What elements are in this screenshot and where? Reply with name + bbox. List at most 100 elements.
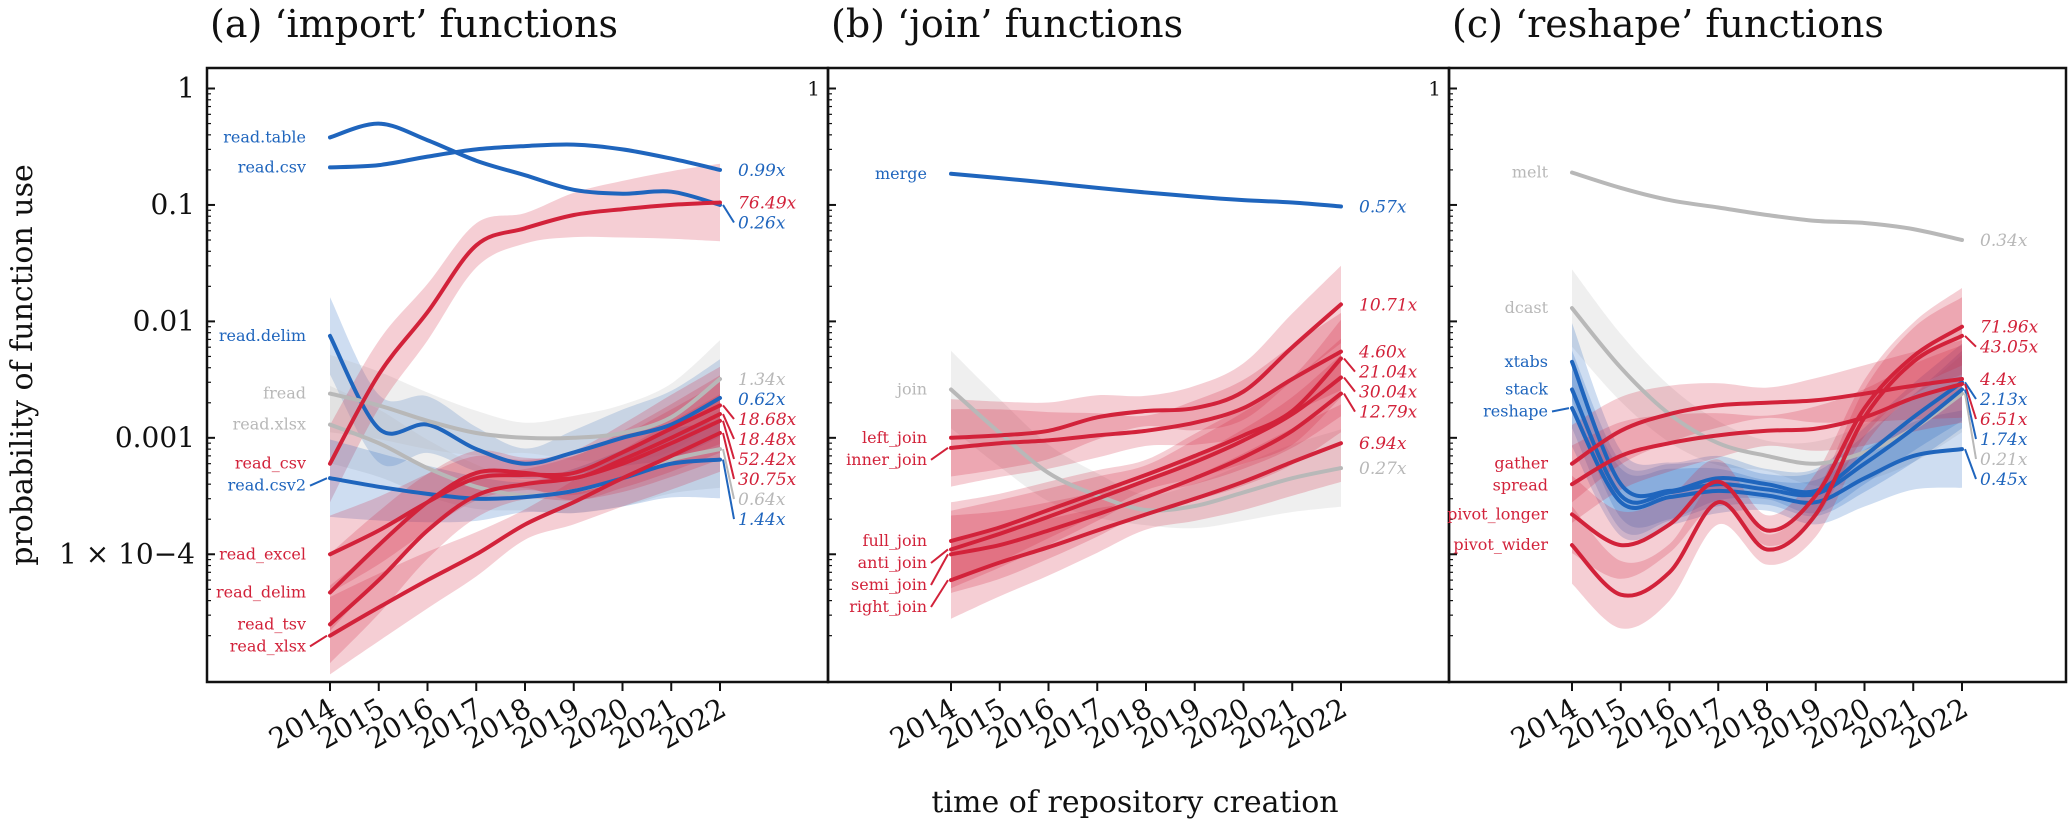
series-label-read-delim: read_delim <box>216 582 306 601</box>
series-line-right-join <box>949 441 1343 583</box>
multiplier-leader-line <box>1964 381 1977 400</box>
series-label-read-csv: read.csv <box>238 157 306 176</box>
y-tick-label: 0.001 <box>115 421 195 454</box>
confidence-band-anti-join <box>951 338 1341 589</box>
series-line-xtabs <box>1570 359 1964 499</box>
series-line-inner-join <box>949 349 1343 450</box>
label-leader-line <box>930 553 949 586</box>
label-leader-line <box>309 477 328 487</box>
multiplier-label-gather: 4.4x <box>1979 370 2017 390</box>
multiplier-label-melt: 0.34x <box>1980 231 2028 251</box>
series-label-xtabs: xtabs <box>1505 352 1548 371</box>
y-tick-label: 1 <box>1428 77 1441 101</box>
panel-import: (a) ‘import’ functions 1 0.1 0.01 0.001 1 × 1… <box>59 2 830 756</box>
multiplier-label-read-csv2: 1.44x <box>738 510 786 530</box>
multiplier-label-right-join: 6.94x <box>1359 434 1407 454</box>
y-tick-label: 1 <box>807 77 820 101</box>
confidence-band-dcast <box>1572 269 1962 487</box>
multiplier-leader-line <box>1964 389 1977 440</box>
series-line-read-csv <box>328 200 722 466</box>
series-label-reshape: reshape <box>1483 402 1548 421</box>
multiplier-leader-line <box>1964 448 1977 480</box>
series-line-gather <box>1570 377 1964 466</box>
series-line-read-delim <box>328 412 722 595</box>
multiplier-label-xtabs: 2.13x <box>1979 390 2028 410</box>
series-line-read-tsv <box>328 418 722 627</box>
multiplier-label-read-csv: 0.99x <box>738 161 786 181</box>
multiplier-label-read-table: 0.26x <box>738 213 786 233</box>
multiplier-label-reshape: 0.45x <box>1980 470 2028 490</box>
series-label-left-join: left_join <box>862 428 927 447</box>
series-line-left-join <box>949 302 1343 440</box>
series-line-read-csv2 <box>328 457 722 501</box>
multiplier-label-read-delim: 18.48x <box>738 430 797 450</box>
series-label-inner-join: inner_join <box>846 450 927 469</box>
series-label-right-join: right_join <box>849 597 927 616</box>
series-line-read-table <box>328 121 722 207</box>
multiplier-label-semi-join: 12.79x <box>1359 403 1418 423</box>
confidence-band-join <box>951 350 1341 529</box>
multiplier-label-spread: 6.51x <box>1980 410 2028 430</box>
series-label-pivot-longer: pivot_longer <box>1447 504 1548 523</box>
label-leader-line <box>930 579 949 608</box>
multiplier-leader-line <box>1964 335 1977 348</box>
multiplier-leader-line <box>1964 393 1977 460</box>
label-leader-line <box>309 634 328 648</box>
multiplier-label-inner-join: 4.60x <box>1358 343 1407 363</box>
series-line-read-xlsx <box>328 431 722 638</box>
series-label-read-excel: read_excel <box>219 544 306 563</box>
panel-join: (b) ‘join’ functions12014201520162017201… <box>807 2 1451 756</box>
series-line-read-delim <box>328 333 722 466</box>
multiplier-leader-line <box>722 459 735 520</box>
multiplier-leader-line <box>722 204 735 224</box>
series-line-pivot-wider <box>1570 333 1964 598</box>
confidence-band-semi-join <box>951 354 1341 593</box>
y-tick-label: 0.1 <box>150 188 195 221</box>
multiplier-label-join: 0.27x <box>1359 459 1407 479</box>
series-label-fread: fread <box>263 384 306 403</box>
confidence-band-spread <box>1572 345 1962 523</box>
multiplier-label-left-join: 10.71x <box>1359 295 1418 315</box>
y-tick-label: 1 × 10−4 <box>59 537 195 570</box>
panel-reshape: (c) ‘reshape’ functions12014201520162017… <box>1428 2 2068 756</box>
y-axis-label: probability of function use <box>5 164 40 566</box>
series-label-join: join <box>895 380 927 399</box>
series-label-read-csv: read_csv <box>235 454 306 473</box>
panel-title: (c) ‘reshape’ functions <box>1452 2 1884 46</box>
multiplier-label-dcast: 0.21x <box>1980 450 2028 470</box>
series-label-read-delim: read.delim <box>219 326 306 345</box>
x-axis-label: time of repository creation <box>931 785 1338 820</box>
series-label-stack: stack <box>1505 380 1548 399</box>
confidence-band-inner-join <box>951 312 1341 487</box>
multiplier-leader-line <box>1343 393 1356 413</box>
multiplier-leader-line <box>1964 383 1977 420</box>
multiplier-label-read-delim: 0.62x <box>738 390 786 410</box>
multiplier-label-read-xlsx: 0.64x <box>738 490 786 510</box>
series-label-melt: melt <box>1512 162 1549 181</box>
series-label-read-xlsx: read_xlsx <box>230 636 306 655</box>
series-label-merge: merge <box>875 164 927 183</box>
confidence-band-read-xlsx <box>330 385 720 514</box>
multiplier-leader-line <box>722 448 735 500</box>
multiplier-label-anti-join: 30.04x <box>1359 383 1418 403</box>
axes-frame <box>1447 66 2068 684</box>
multiplier-label-pivot-wider: 43.05x <box>1979 338 2039 358</box>
multiplier-label-full-join: 21.04x <box>1358 363 1418 383</box>
series-line-stack <box>1570 387 1964 505</box>
multiplier-leader-line <box>722 420 735 460</box>
series-line-reshape <box>1570 406 1964 510</box>
series-label-read-xlsx: read.xlsx <box>233 415 306 434</box>
series-label-read-tsv: read_tsv <box>237 614 306 633</box>
series-line-dcast <box>1570 306 1964 466</box>
series-label-pivot-wider: pivot_wider <box>1453 535 1548 554</box>
multiplier-label-fread: 1.34x <box>738 370 786 390</box>
series-line-full-join <box>949 356 1343 543</box>
series-line-pivot-longer <box>1570 324 1964 548</box>
confidence-band-gather <box>1572 340 1962 503</box>
confidence-band-left-join <box>951 265 1341 477</box>
series-label-read-table: read.table <box>223 127 306 146</box>
multiplier-label-pivot-longer: 71.96x <box>1980 318 2039 338</box>
series-label-anti-join: anti_join <box>858 553 927 572</box>
panel-title: (b) ‘join’ functions <box>831 2 1183 46</box>
label-leader-line <box>1551 407 1570 413</box>
